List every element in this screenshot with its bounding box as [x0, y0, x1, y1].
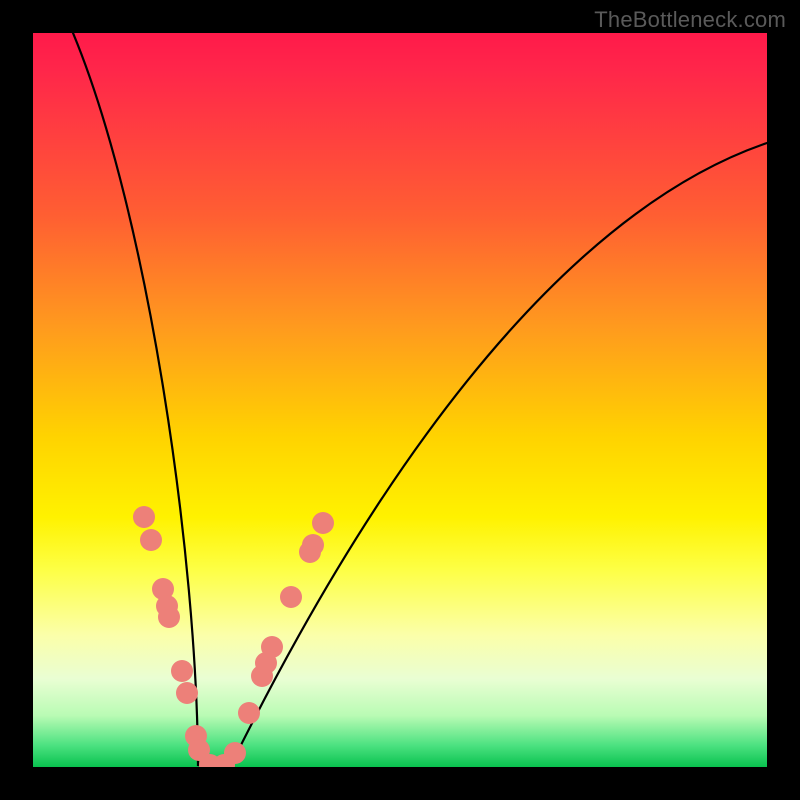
outer-black-frame: TheBottleneck.com [0, 0, 800, 800]
data-marker [224, 742, 246, 764]
plot-area [33, 33, 767, 767]
data-marker [280, 586, 302, 608]
data-marker [158, 606, 180, 628]
data-marker [133, 506, 155, 528]
gradient-background [33, 33, 767, 767]
data-marker [238, 702, 260, 724]
data-marker [302, 534, 324, 556]
data-marker [171, 660, 193, 682]
watermark-text: TheBottleneck.com [594, 7, 786, 33]
chart-svg [33, 33, 767, 767]
data-marker [140, 529, 162, 551]
data-marker [176, 682, 198, 704]
data-marker [312, 512, 334, 534]
data-marker [261, 636, 283, 658]
